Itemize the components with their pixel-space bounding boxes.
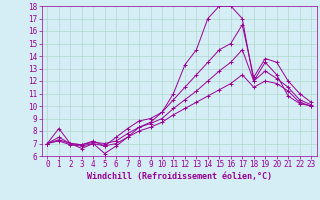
X-axis label: Windchill (Refroidissement éolien,°C): Windchill (Refroidissement éolien,°C) xyxy=(87,172,272,181)
